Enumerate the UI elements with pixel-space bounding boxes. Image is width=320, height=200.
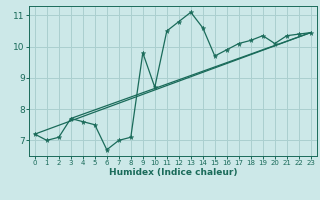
X-axis label: Humidex (Indice chaleur): Humidex (Indice chaleur) xyxy=(108,168,237,177)
